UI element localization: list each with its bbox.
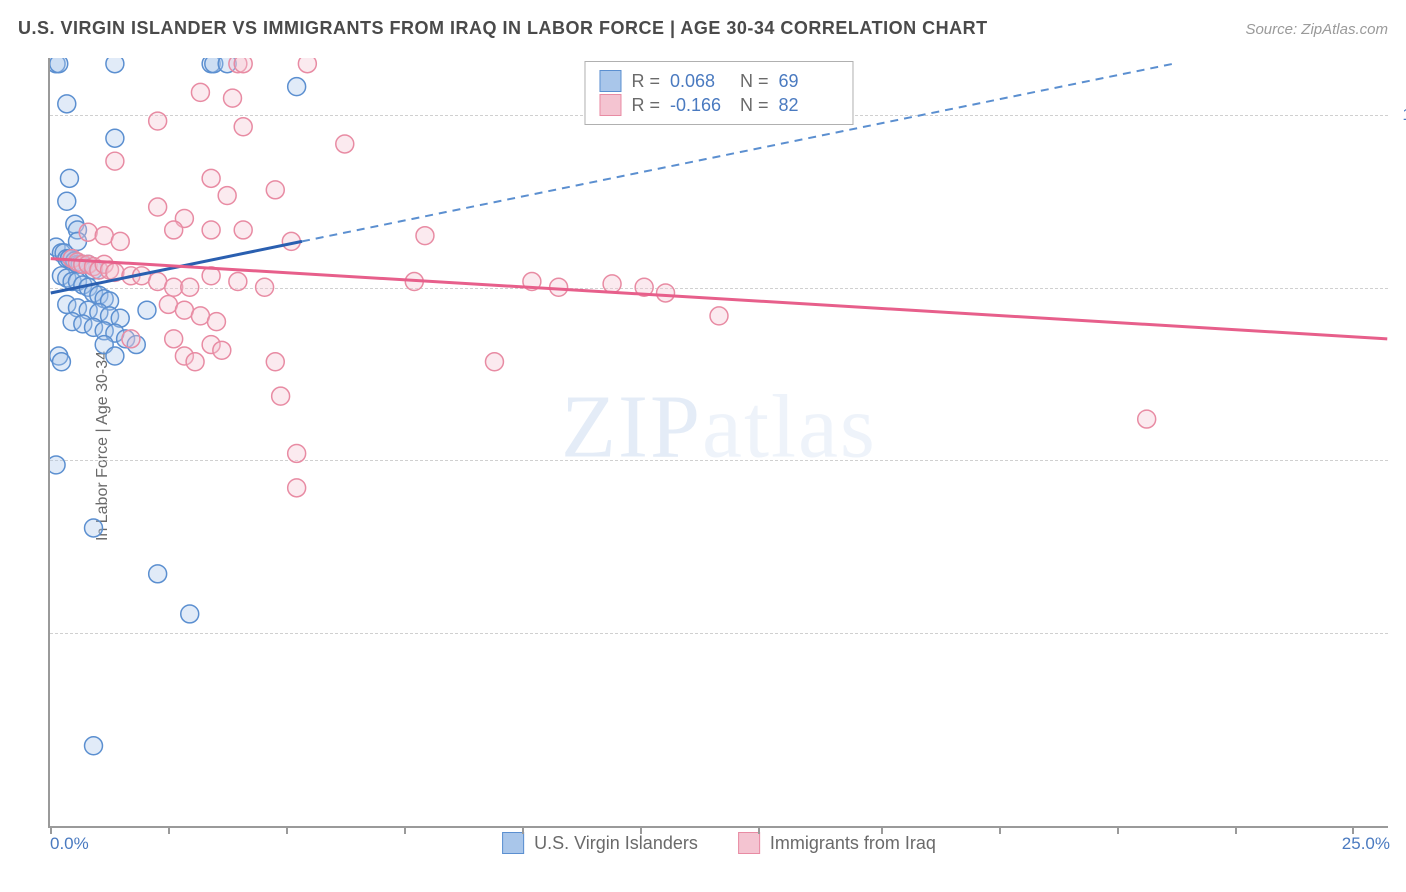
x-tick <box>168 826 170 834</box>
n-value-a: 69 <box>779 71 839 92</box>
legend-row-b: R = -0.166 N = 82 <box>599 94 838 116</box>
n-value-b: 82 <box>779 95 839 116</box>
x-tick <box>881 826 883 834</box>
n-label: N = <box>740 71 769 92</box>
legend-label-a: U.S. Virgin Islanders <box>534 833 698 854</box>
swatch-a <box>599 70 621 92</box>
r-value-b: -0.166 <box>670 95 730 116</box>
x-tick <box>1235 826 1237 834</box>
swatch-a-bottom <box>502 832 524 854</box>
x-tick-label: 0.0% <box>50 834 89 854</box>
y-tick-label: 100.0% <box>1396 105 1406 125</box>
r-label: R = <box>631 71 660 92</box>
x-tick <box>404 826 406 834</box>
correlation-legend: R = 0.068 N = 69 R = -0.166 N = 82 <box>584 61 853 125</box>
swatch-b-bottom <box>738 832 760 854</box>
x-tick-label: 25.0% <box>1342 834 1390 854</box>
y-tick-label: 85.0% <box>1396 278 1406 298</box>
x-tick <box>286 826 288 834</box>
y-tick-label: 55.0% <box>1396 623 1406 643</box>
legend-item-b: Immigrants from Iraq <box>738 832 936 854</box>
legend-item-a: U.S. Virgin Islanders <box>502 832 698 854</box>
x-tick <box>758 826 760 834</box>
r-value-a: 0.068 <box>670 71 730 92</box>
legend-row-a: R = 0.068 N = 69 <box>599 70 838 92</box>
source-label: Source: ZipAtlas.com <box>1245 21 1388 38</box>
plot-area: ZIPatlas R = 0.068 N = 69 R = -0.166 N =… <box>48 58 1388 828</box>
swatch-b <box>599 94 621 116</box>
chart-title: U.S. VIRGIN ISLANDER VS IMMIGRANTS FROM … <box>18 18 988 39</box>
x-tick <box>999 826 1001 834</box>
x-tick <box>640 826 642 834</box>
scatter-svg <box>50 58 1388 826</box>
r-label: R = <box>631 95 660 116</box>
x-tick <box>1352 826 1354 834</box>
x-tick <box>522 826 524 834</box>
series-legend: U.S. Virgin Islanders Immigrants from Ir… <box>502 832 936 854</box>
x-tick <box>1117 826 1119 834</box>
y-tick-label: 70.0% <box>1396 450 1406 470</box>
legend-label-b: Immigrants from Iraq <box>770 833 936 854</box>
x-tick <box>50 826 52 834</box>
n-label: N = <box>740 95 769 116</box>
